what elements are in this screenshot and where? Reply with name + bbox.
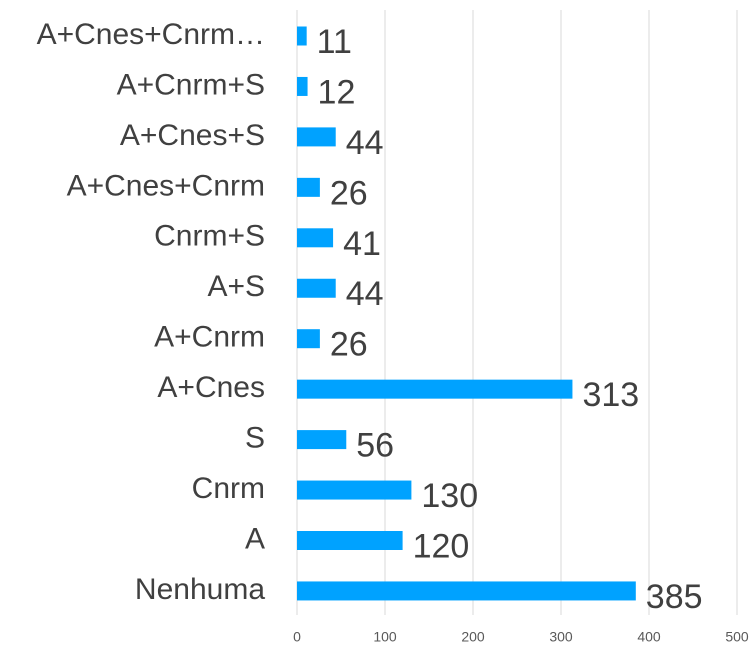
x-tick-label: 0 — [293, 629, 301, 645]
y-tick-label: A+Cnes+S — [120, 119, 265, 152]
data-label: 120 — [413, 527, 470, 565]
x-tick-label: 500 — [725, 629, 749, 645]
y-tick-label: Cnrm+S — [154, 220, 265, 253]
bar — [297, 228, 334, 248]
bar — [297, 26, 307, 46]
bar — [297, 76, 308, 96]
data-label: 313 — [582, 376, 639, 414]
bar — [297, 278, 336, 298]
bar — [297, 480, 412, 500]
y-tick-label: A+Cnes+Cnrm — [67, 169, 265, 202]
bar — [297, 379, 573, 399]
y-tick-label: Nenhuma — [135, 573, 265, 606]
y-tick-label: A+Cnrm — [154, 321, 265, 354]
y-tick-label: A+S — [207, 270, 265, 303]
data-label: 56 — [356, 427, 394, 465]
y-tick-label: A+Cnes — [157, 371, 265, 404]
y-tick-label: A — [245, 522, 265, 555]
bar — [297, 329, 320, 349]
y-tick-label: A+Cnes+Cnrm… — [37, 18, 265, 51]
x-tick-label: 200 — [461, 629, 485, 645]
data-label: 11 — [317, 23, 352, 61]
data-label: 44 — [346, 275, 384, 313]
data-label: 26 — [330, 326, 368, 364]
data-label: 26 — [330, 174, 368, 212]
data-label: 44 — [346, 124, 384, 162]
bar — [297, 430, 347, 450]
x-tick-label: 400 — [637, 629, 661, 645]
y-tick-label: A+Cnrm+S — [117, 68, 265, 101]
bar — [297, 127, 336, 147]
data-label: 385 — [646, 578, 703, 616]
data-label: 41 — [343, 225, 381, 263]
bar — [297, 177, 320, 197]
x-tick-label: 100 — [373, 629, 397, 645]
bar — [297, 531, 403, 550]
bar — [297, 581, 636, 601]
data-label: 130 — [421, 477, 478, 515]
y-tick-label: Cnrm — [192, 472, 265, 505]
y-tick-label: S — [245, 422, 265, 455]
x-tick-label: 300 — [549, 629, 573, 645]
data-label: 12 — [318, 73, 356, 111]
